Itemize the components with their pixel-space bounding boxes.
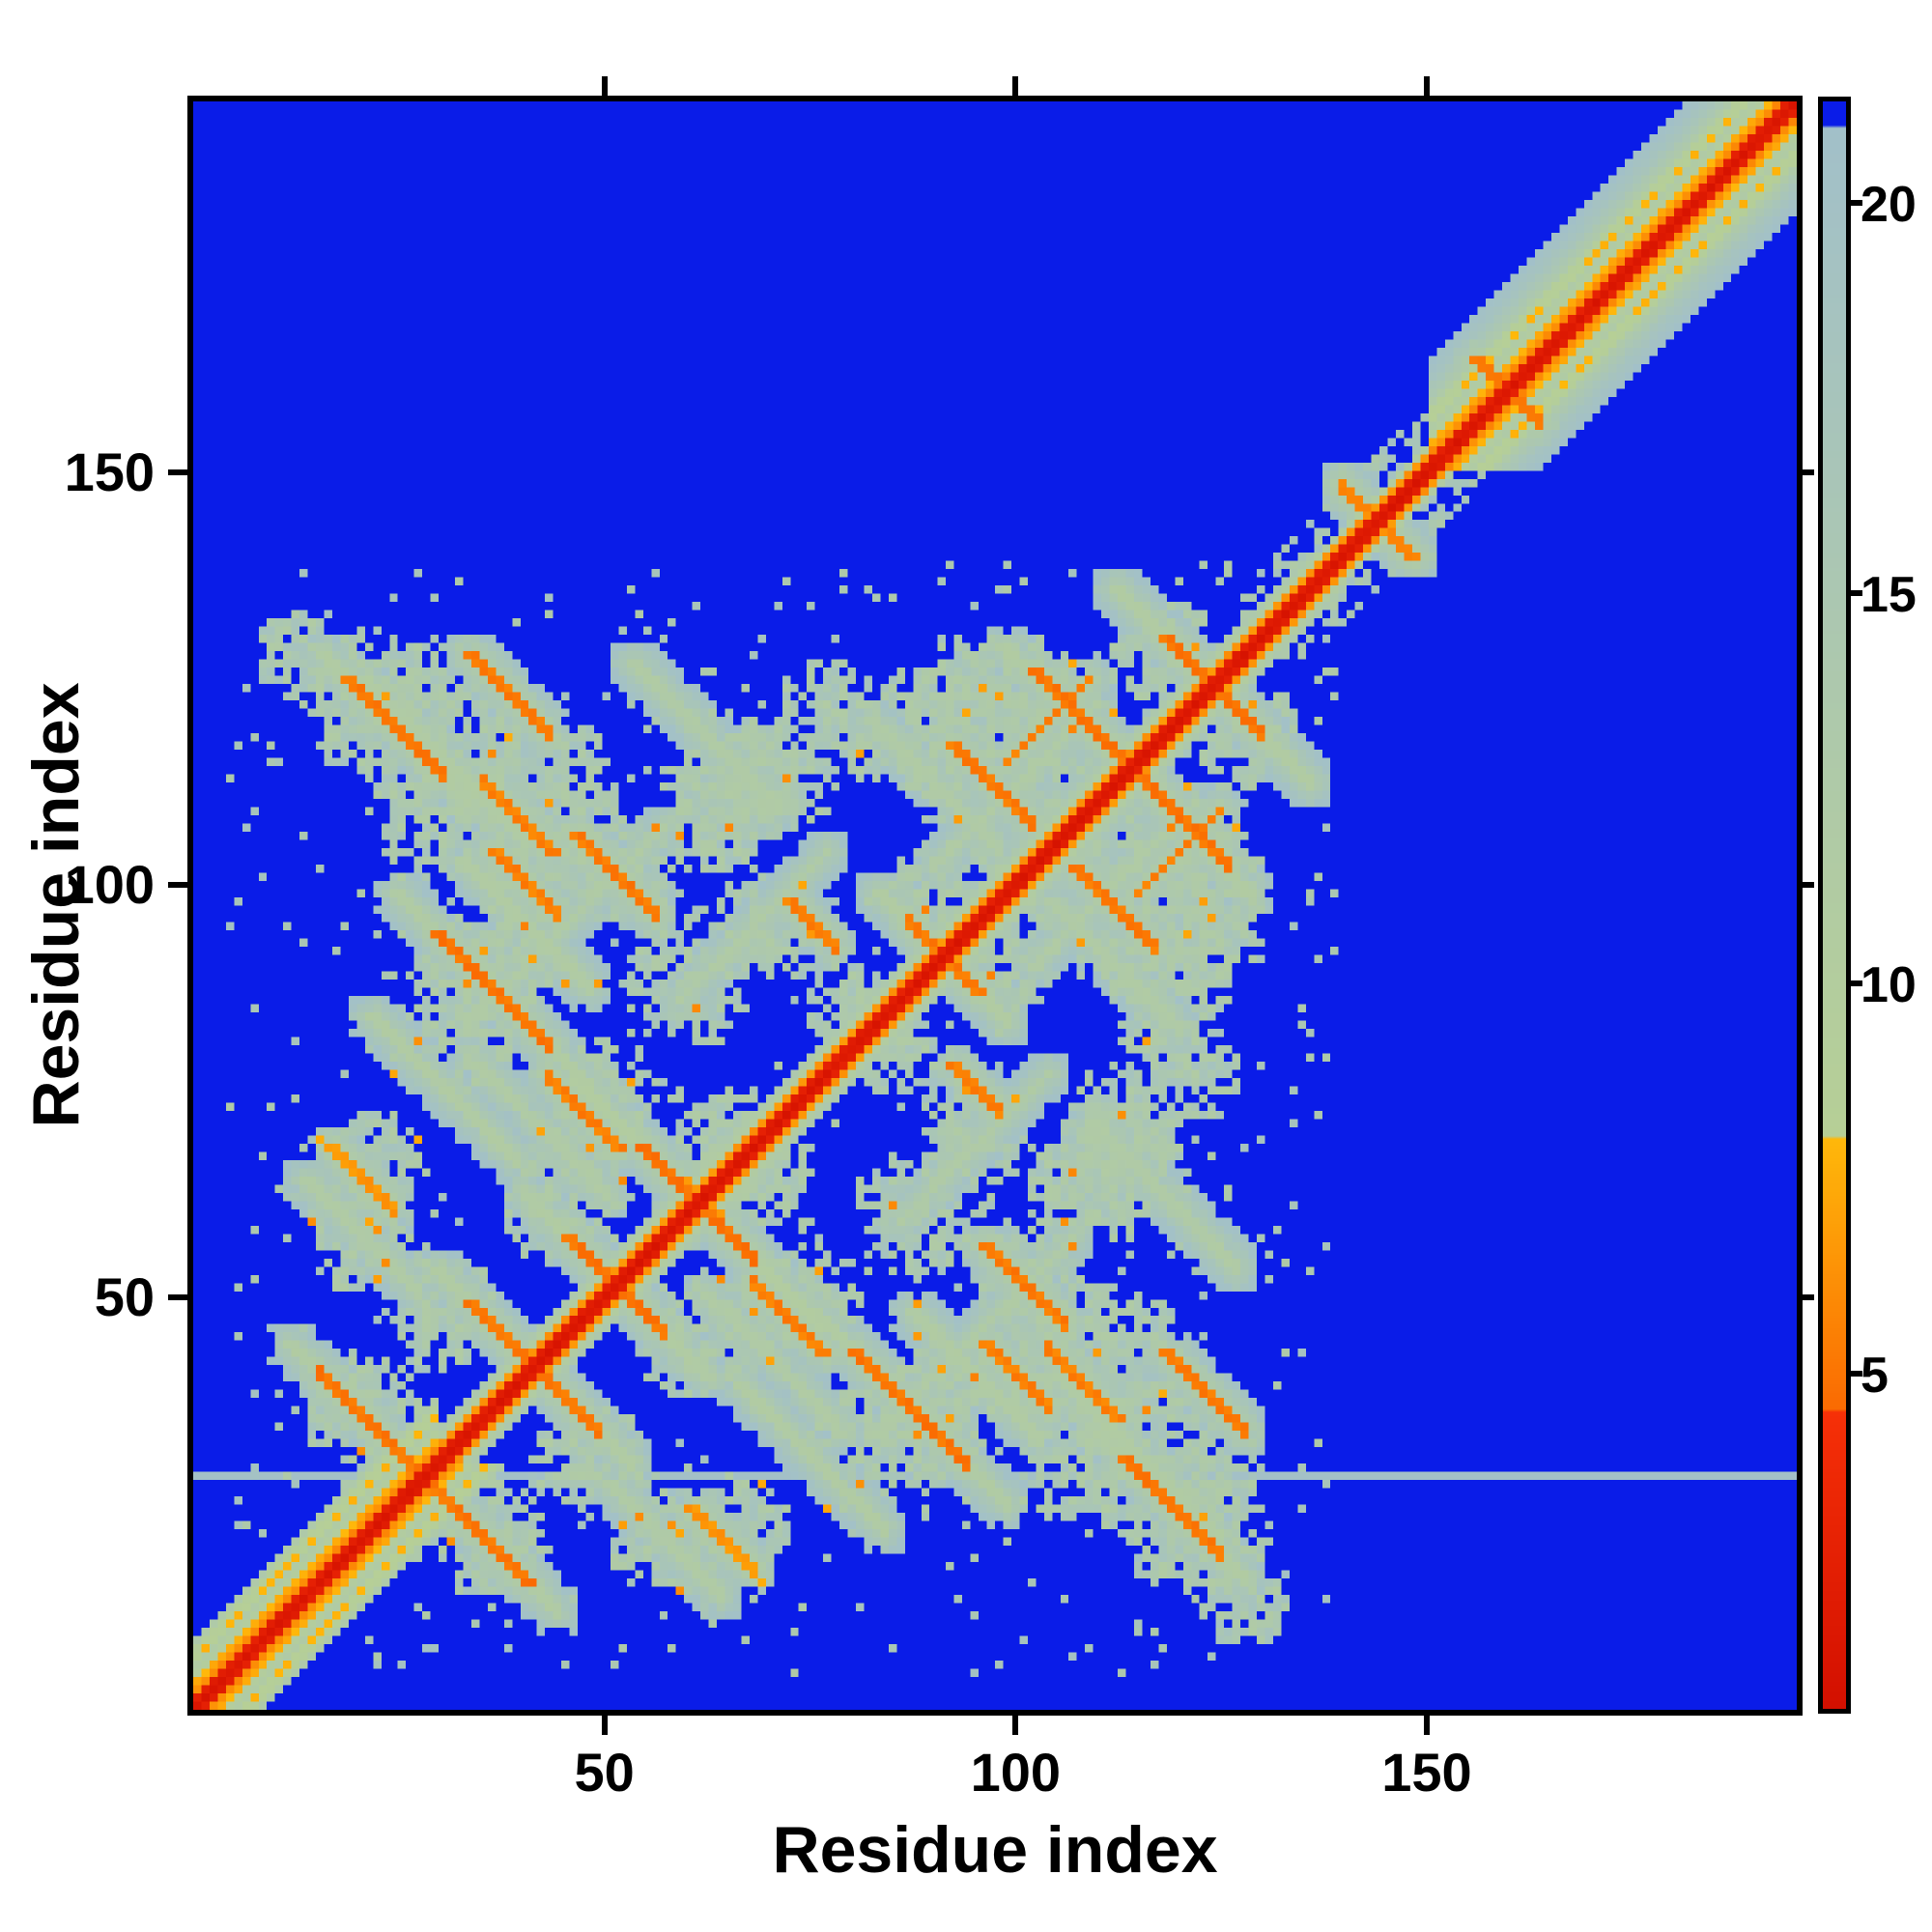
tick-mark [168, 469, 187, 476]
heatmap-canvas [193, 101, 1797, 1710]
tick-mark [1423, 76, 1430, 96]
tick-mark [601, 76, 608, 96]
colorbar-tick-mark [1851, 1370, 1862, 1377]
tick-label: 100 [970, 1742, 1061, 1803]
tick-label: 150 [1381, 1742, 1472, 1803]
tick-mark [1803, 1294, 1814, 1301]
tick-mark [1012, 76, 1019, 96]
tick-label: 15 [1861, 566, 1917, 623]
tick-mark [601, 1716, 608, 1735]
tick-label: 150 [64, 441, 155, 503]
tick-label: 50 [574, 1742, 635, 1803]
tick-mark [168, 1294, 187, 1301]
tick-mark [1803, 882, 1814, 889]
plot-area [187, 96, 1803, 1716]
tick-label: 50 [94, 1266, 155, 1328]
y-axis-title: Residue index [19, 682, 93, 1128]
tick-label: 10 [1861, 956, 1917, 1013]
colorbar [1818, 97, 1851, 1714]
tick-label: 20 [1861, 177, 1917, 233]
tick-mark [1012, 1716, 1019, 1735]
tick-mark [1803, 469, 1814, 476]
tick-mark [168, 882, 187, 889]
x-axis-title: Residue index [772, 1813, 1218, 1887]
tick-label: 100 [64, 854, 155, 916]
tick-label: 5 [1861, 1347, 1889, 1404]
colorbar-gradient [1823, 101, 1846, 1709]
colorbar-tick-mark [1851, 200, 1862, 206]
colorbar-tick-mark [1851, 980, 1862, 986]
tick-mark [1423, 1716, 1430, 1735]
colorbar-tick-mark [1851, 589, 1862, 596]
